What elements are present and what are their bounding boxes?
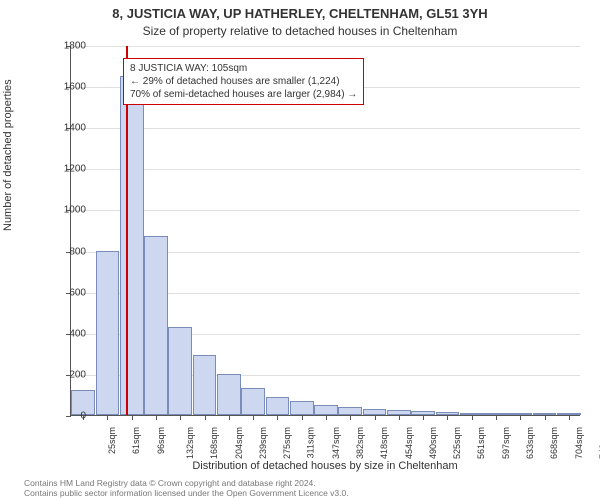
xtick-mark xyxy=(350,415,351,420)
xtick-label: 204sqm xyxy=(234,427,244,459)
xtick-mark xyxy=(399,415,400,420)
ytick-label: 1800 xyxy=(36,41,86,52)
histogram-bar xyxy=(290,401,314,415)
histogram-bar xyxy=(338,407,362,415)
gridline xyxy=(71,46,580,47)
histogram-bar xyxy=(96,251,120,415)
xtick-mark xyxy=(423,415,424,420)
xtick-label: 61sqm xyxy=(131,427,141,454)
xtick-mark xyxy=(180,415,181,420)
histogram-bar xyxy=(168,327,192,415)
xtick-mark xyxy=(472,415,473,420)
y-axis-label: Number of detached properties xyxy=(2,79,14,231)
attribution-text: Contains HM Land Registry data © Crown c… xyxy=(24,478,594,498)
xtick-label: 597sqm xyxy=(501,427,511,459)
xtick-label: 525sqm xyxy=(452,427,462,459)
xtick-label: 275sqm xyxy=(282,427,292,459)
xtick-label: 704sqm xyxy=(574,427,584,459)
ytick-label: 1600 xyxy=(36,82,86,93)
ytick-label: 0 xyxy=(36,411,86,422)
annotation-box: 8 JUSTICIA WAY: 105sqm← 29% of detached … xyxy=(123,58,364,105)
attribution-line: Contains HM Land Registry data © Crown c… xyxy=(24,478,316,488)
histogram-bar xyxy=(193,355,217,415)
xtick-mark xyxy=(156,415,157,420)
xtick-mark xyxy=(447,415,448,420)
xtick-label: 418sqm xyxy=(379,427,389,459)
page-subtitle: Size of property relative to detached ho… xyxy=(0,24,600,38)
xtick-mark xyxy=(253,415,254,420)
annotation-line: 70% of semi-detached houses are larger (… xyxy=(130,88,357,101)
xtick-mark xyxy=(569,415,570,420)
ytick-label: 1400 xyxy=(36,123,86,134)
xtick-mark xyxy=(375,415,376,420)
xtick-mark xyxy=(326,415,327,420)
gridline xyxy=(71,169,580,170)
gridline xyxy=(71,128,580,129)
chart-plot-area: 8 JUSTICIA WAY: 105sqm← 29% of detached … xyxy=(70,46,580,416)
annotation-line: 8 JUSTICIA WAY: 105sqm xyxy=(130,62,357,75)
xtick-label: 490sqm xyxy=(428,427,438,459)
xtick-mark xyxy=(520,415,521,420)
xtick-mark xyxy=(107,415,108,420)
xtick-mark xyxy=(229,415,230,420)
page-title: 8, JUSTICIA WAY, UP HATHERLEY, CHELTENHA… xyxy=(0,6,600,21)
xtick-mark xyxy=(132,415,133,420)
ytick-label: 600 xyxy=(36,287,86,298)
ytick-label: 800 xyxy=(36,246,86,257)
x-axis-label: Distribution of detached houses by size … xyxy=(70,460,580,472)
xtick-label: 132sqm xyxy=(185,427,195,459)
xtick-label: 454sqm xyxy=(404,427,414,459)
xtick-label: 168sqm xyxy=(209,427,219,459)
xtick-label: 347sqm xyxy=(331,427,341,459)
xtick-mark xyxy=(545,415,546,420)
xtick-label: 668sqm xyxy=(549,427,559,459)
annotation-line: ← 29% of detached houses are smaller (1,… xyxy=(130,75,357,88)
xtick-mark xyxy=(496,415,497,420)
ytick-label: 1000 xyxy=(36,205,86,216)
histogram-bar xyxy=(144,236,168,415)
histogram-bar xyxy=(217,374,241,415)
histogram-bar xyxy=(120,76,144,415)
xtick-label: 633sqm xyxy=(525,427,535,459)
histogram-bar xyxy=(314,405,338,415)
xtick-mark xyxy=(302,415,303,420)
xtick-mark xyxy=(205,415,206,420)
xtick-label: 311sqm xyxy=(306,427,316,458)
ytick-label: 400 xyxy=(36,328,86,339)
xtick-mark xyxy=(277,415,278,420)
attribution-line: Contains public sector information licen… xyxy=(24,488,349,498)
xtick-label: 96sqm xyxy=(156,427,166,454)
histogram-bar xyxy=(266,397,290,416)
gridline xyxy=(71,210,580,211)
xtick-label: 382sqm xyxy=(355,427,365,459)
ytick-label: 1200 xyxy=(36,164,86,175)
histogram-bar xyxy=(241,388,265,415)
xtick-label: 239sqm xyxy=(258,427,268,459)
xtick-label: 25sqm xyxy=(107,427,117,454)
ytick-label: 200 xyxy=(36,369,86,380)
xtick-label: 561sqm xyxy=(476,427,486,459)
